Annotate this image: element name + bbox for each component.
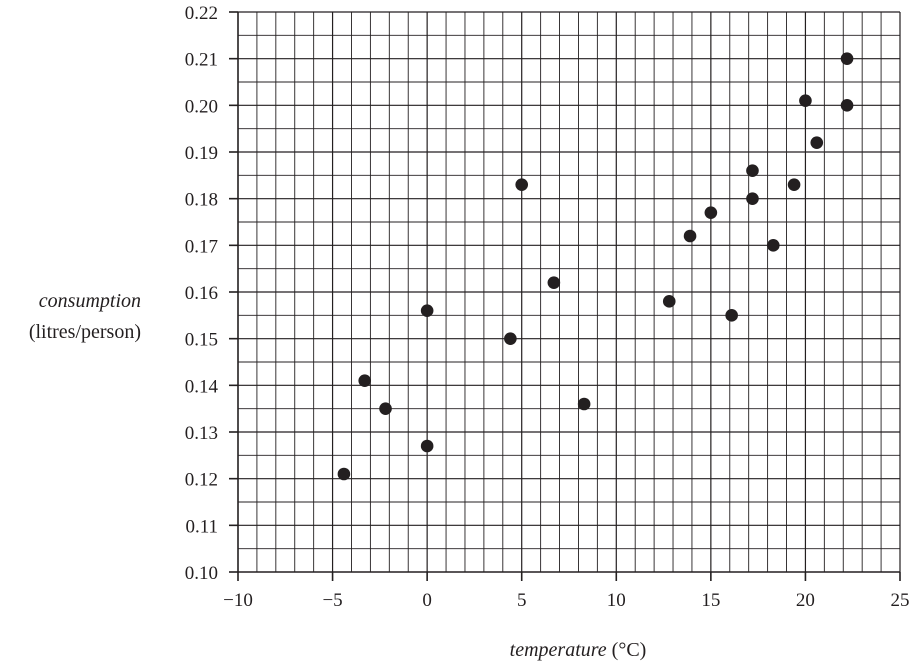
- data-point: [577, 397, 591, 411]
- data-point: [420, 304, 434, 317]
- x-tick-label: 15: [701, 590, 720, 611]
- y-tick-label: 0.17: [185, 236, 218, 257]
- data-point: [746, 192, 759, 205]
- data-point: [810, 136, 824, 149]
- y-axis-unit: (litres/person): [29, 321, 141, 343]
- y-axis-title: consumption: [39, 290, 141, 312]
- chart-grid: [238, 11, 901, 572]
- y-tick-label: 0.22: [185, 3, 218, 24]
- chart-ticks: [229, 11, 901, 581]
- x-axis-title-group: temperature (°C): [510, 639, 647, 661]
- x-tick-label: 10: [607, 590, 626, 611]
- y-tick-label: 0.13: [185, 423, 218, 444]
- data-point: [704, 206, 718, 219]
- x-tick-label: 25: [891, 590, 910, 611]
- y-tick-label: 0.21: [185, 50, 218, 71]
- y-tick-label: 0.14: [185, 376, 219, 397]
- data-point: [766, 239, 780, 252]
- x-axis-title: temperature: [510, 639, 607, 661]
- data-point: [662, 295, 676, 308]
- y-tick-label: 0.20: [185, 96, 218, 117]
- data-point: [725, 309, 738, 322]
- data-point: [337, 467, 351, 481]
- data-point: [515, 178, 529, 191]
- x-tick-label: 0: [422, 590, 432, 611]
- chart-tick-labels: 0.10 0.11 0.12 0.13 0.14 0.15 0.16 0.17 0.18 0.19…: [185, 3, 910, 611]
- data-point: [379, 402, 392, 415]
- y-tick-label: 0.19: [185, 143, 218, 164]
- data-point: [358, 374, 372, 387]
- y-tick-label: 0.11: [185, 516, 218, 537]
- data-point: [840, 52, 854, 65]
- data-point: [787, 178, 801, 191]
- x-tick-label: −5: [322, 590, 342, 611]
- chart-points: [337, 52, 854, 481]
- data-point: [799, 94, 812, 107]
- x-tick-label: 20: [796, 590, 815, 611]
- data-point: [420, 439, 434, 453]
- x-tick-label: −10: [223, 590, 253, 611]
- data-point: [840, 99, 854, 112]
- data-point: [683, 229, 697, 243]
- y-tick-label: 0.10: [185, 563, 218, 584]
- data-point: [504, 332, 517, 345]
- data-point: [746, 164, 759, 177]
- y-tick-label: 0.18: [185, 190, 218, 211]
- y-tick-label: 0.16: [185, 283, 218, 304]
- y-tick-label: 0.12: [185, 470, 218, 491]
- x-axis-unit: (°C): [612, 639, 647, 661]
- data-point: [547, 276, 561, 289]
- x-tick-label: 5: [517, 590, 527, 611]
- y-tick-label: 0.15: [185, 330, 218, 351]
